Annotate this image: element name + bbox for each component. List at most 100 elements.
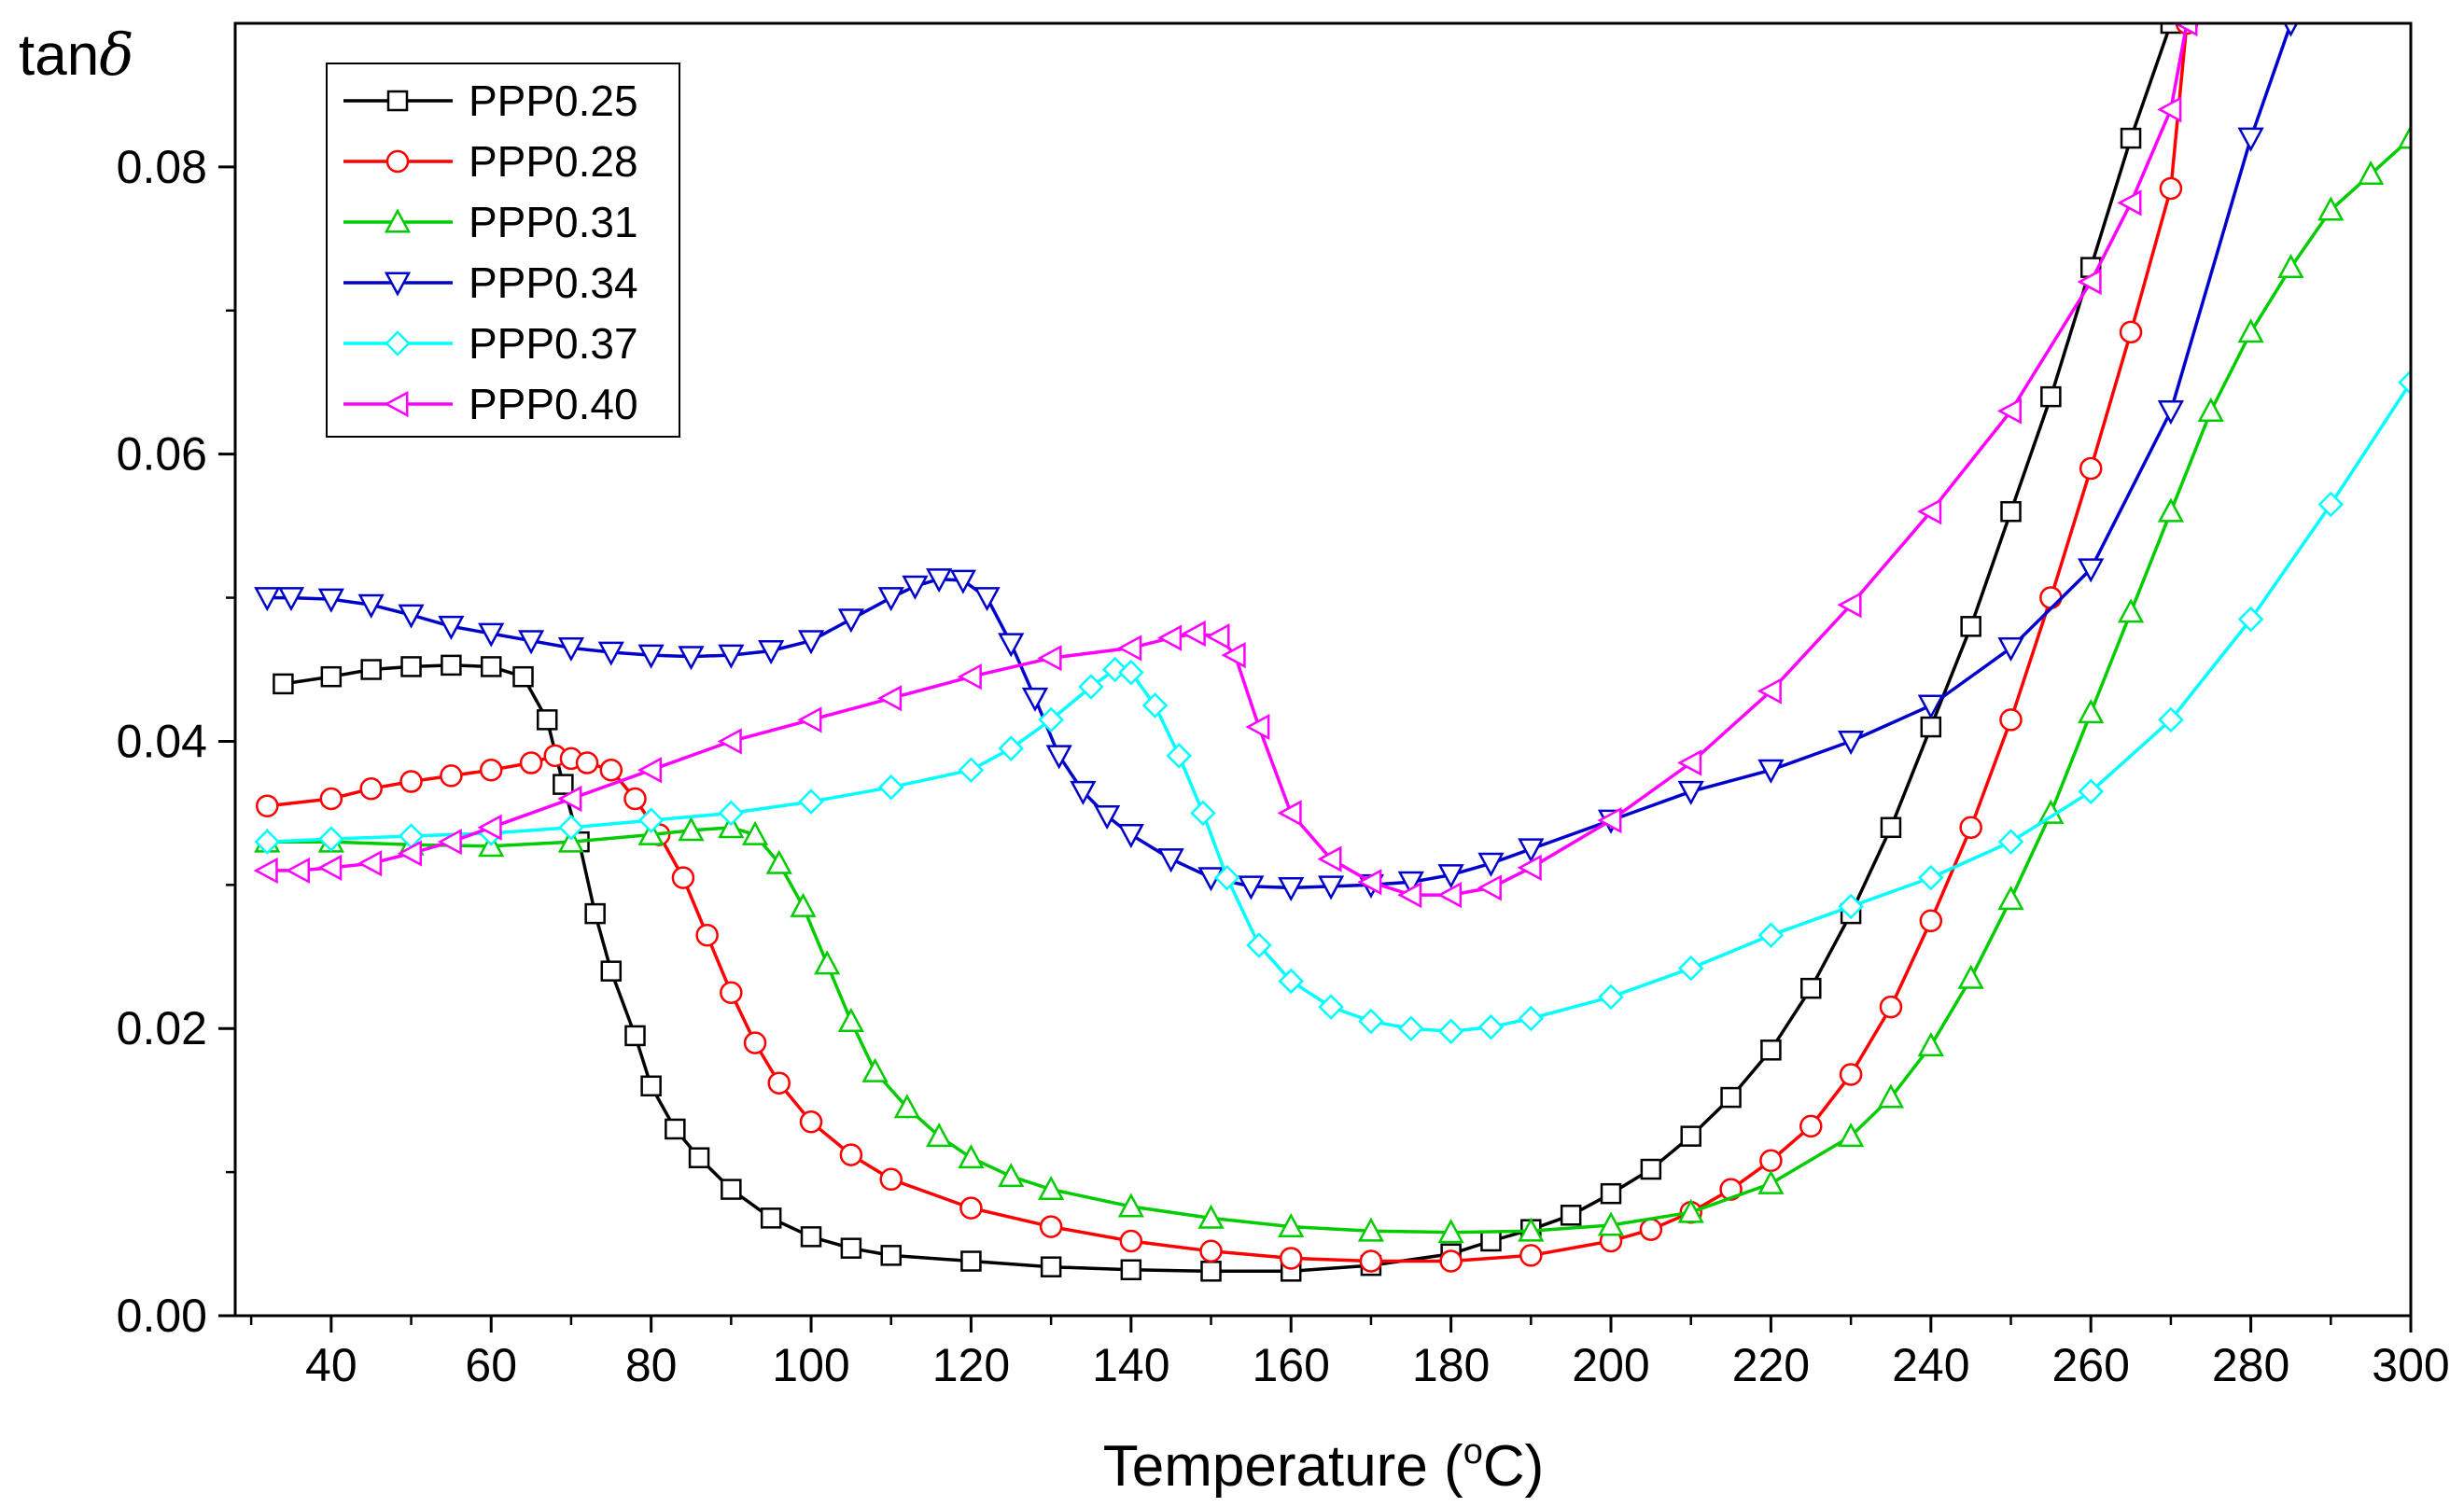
legend-label: PPP0.40	[469, 380, 638, 428]
data-point	[721, 1179, 742, 1200]
data-point	[277, 587, 305, 612]
data-point	[949, 569, 976, 594]
legend-label: PPP0.25	[469, 77, 638, 125]
data-point	[256, 794, 279, 817]
data-point	[273, 673, 294, 695]
data-point	[2317, 196, 2345, 221]
data-point	[357, 850, 383, 877]
data-point	[1094, 805, 1121, 830]
data-point	[1997, 886, 2024, 911]
data-point	[688, 1147, 710, 1168]
data-point	[359, 776, 383, 801]
data-point	[840, 1237, 862, 1259]
data-point	[1199, 1239, 1223, 1263]
data-point	[1436, 882, 1463, 909]
data-point	[1397, 882, 1422, 909]
x-tick-label: 100	[772, 1339, 849, 1391]
data-point	[441, 654, 462, 677]
data-point	[799, 1110, 823, 1134]
data-point	[623, 787, 647, 811]
data-point	[1318, 994, 1344, 1020]
data-point	[837, 608, 864, 634]
data-point	[2078, 558, 2105, 583]
data-point	[2120, 127, 2142, 149]
legend-item: PPP0.34	[343, 258, 638, 307]
data-point	[1157, 848, 1184, 873]
data-point	[1317, 875, 1345, 900]
data-point	[1996, 398, 2022, 425]
data-point	[2237, 318, 2264, 343]
data-point	[960, 1250, 982, 1272]
data-point	[1278, 876, 1305, 902]
data-point	[1437, 864, 1464, 889]
data-point	[790, 892, 817, 917]
data-point	[1838, 893, 1864, 920]
data-point	[1757, 922, 1785, 948]
data-point	[1439, 1249, 1463, 1273]
data-point	[285, 857, 311, 885]
data-point	[893, 1094, 920, 1119]
data-point	[1918, 864, 1944, 891]
data-point	[1359, 1249, 1383, 1273]
data-point	[765, 849, 792, 874]
data-point	[800, 1226, 822, 1248]
data-point	[926, 1123, 953, 1148]
legend-item: PPP0.28	[343, 137, 638, 186]
data-point	[1800, 977, 1822, 999]
data-point	[1117, 824, 1144, 849]
data-point	[1680, 1125, 1701, 1147]
data-point	[1205, 623, 1230, 650]
x-axis-title-degree: o	[1463, 1432, 1483, 1472]
data-point	[718, 814, 745, 839]
data-point	[760, 1207, 782, 1229]
data-point	[1278, 968, 1304, 995]
data-point	[959, 1196, 983, 1220]
data-point	[517, 630, 545, 655]
data-point	[1437, 1219, 1464, 1244]
legend-label: PPP0.37	[469, 319, 638, 368]
data-point	[637, 807, 665, 833]
data-point	[1166, 743, 1193, 769]
legend-marker	[384, 208, 412, 233]
data-point	[1957, 964, 1984, 989]
y-axis-title-prefix: tan	[19, 23, 99, 88]
data-point	[2077, 268, 2102, 296]
data-point	[2358, 160, 2385, 186]
data-point	[718, 800, 745, 827]
data-point	[317, 854, 343, 881]
x-tick-label: 140	[1092, 1339, 1169, 1391]
data-point	[902, 575, 929, 600]
data-point	[536, 709, 558, 731]
data-point	[1677, 780, 1704, 805]
data-point	[861, 1057, 889, 1082]
data-point	[717, 728, 742, 755]
data-point	[1880, 816, 1902, 839]
y-axis: 0.00 0.02 0.04 0.06 0.08	[117, 141, 235, 1342]
data-point	[678, 816, 705, 842]
data-point	[880, 1245, 902, 1266]
data-point	[767, 1071, 791, 1095]
data-point	[1838, 730, 1865, 756]
data-point	[1997, 829, 2024, 855]
data-point	[798, 788, 824, 815]
x-axis-title: Temperature (oC)	[1103, 1432, 1545, 1499]
x-tick-label: 80	[625, 1339, 678, 1391]
data-point	[1600, 1182, 1622, 1205]
data-point	[1118, 659, 1144, 686]
data-point	[2079, 456, 2103, 481]
data-point	[741, 820, 769, 845]
data-point	[1038, 706, 1064, 733]
data-point	[1920, 716, 1942, 738]
x-tick-label: 240	[1892, 1339, 1969, 1391]
data-point	[597, 641, 624, 666]
data-point	[1640, 1158, 1662, 1180]
data-point	[958, 757, 985, 783]
x-tick-label: 300	[2372, 1339, 2449, 1391]
y-axis-title: tanδ	[19, 21, 134, 89]
data-point	[584, 902, 606, 925]
legend: PPP0.25 PPP0.28 PPP0.31 PPP0.34 PPP0.37 PPP0.…	[326, 63, 680, 438]
data-point	[1039, 1215, 1063, 1238]
data-point	[1045, 745, 1072, 770]
data-point	[480, 656, 502, 677]
legend-label: PPP0.28	[469, 137, 638, 186]
